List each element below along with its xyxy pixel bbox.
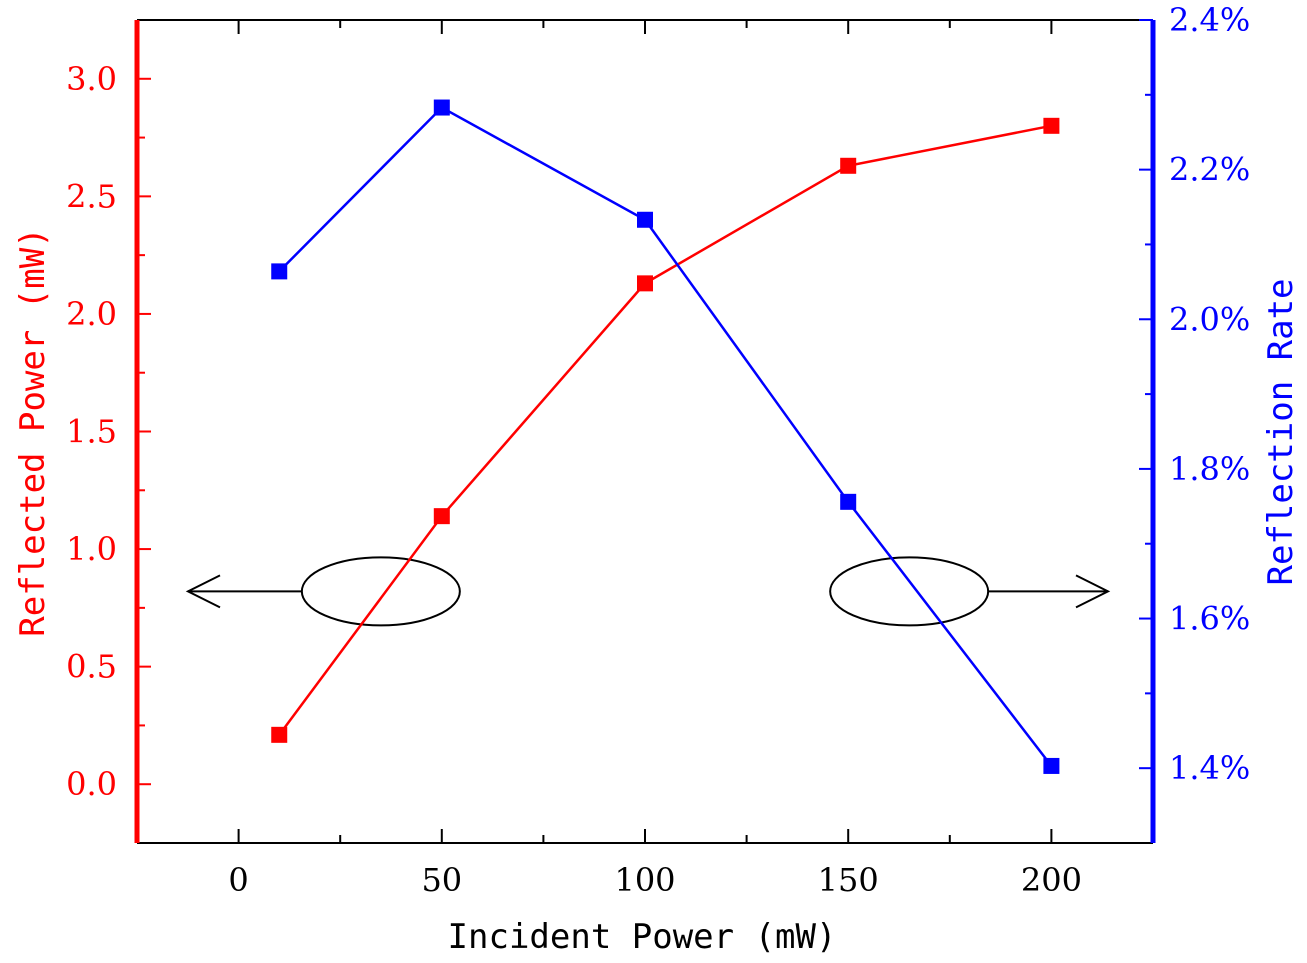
- right-y-tick-label: 1.6%: [1169, 600, 1250, 638]
- x-axis-title: Incident Power (mW): [448, 917, 837, 957]
- reflection-rate-point: [433, 99, 450, 116]
- left-y-tick-label: 0.0: [66, 765, 117, 803]
- reflected-power-line: [278, 124, 1052, 736]
- left-y-tick-label: 1.5: [66, 413, 117, 451]
- reflection-rate-point: [637, 211, 653, 228]
- left-y-tick-label: 2.0: [66, 295, 117, 333]
- reflected-power-point: [1043, 117, 1060, 134]
- x-tick-label: 100: [614, 861, 675, 899]
- right-y-tick-label: 2.4%: [1169, 1, 1250, 39]
- right-y-tick-label: 2.0%: [1169, 300, 1250, 338]
- reflected-power-point: [840, 157, 857, 174]
- right-axis-indicator-ellipse: [829, 556, 990, 627]
- left-axis-indicator-ellipse: [300, 556, 461, 627]
- left-y-tick-label: 1.0: [66, 530, 117, 568]
- left-y-tick-label: 2.5: [66, 177, 117, 215]
- reflected-power-point: [433, 508, 450, 525]
- right-y-axis-title: Reflection Rate: [1261, 278, 1301, 585]
- reflection-rate-line: [278, 105, 1053, 767]
- series-layer: [271, 99, 1060, 774]
- reflected-power-point: [637, 275, 653, 292]
- right-y-tick-label: 1.4%: [1169, 749, 1250, 787]
- reflection-rate-point: [271, 263, 288, 280]
- x-tick-label: 50: [421, 861, 462, 899]
- annotation-layer: [185, 556, 1111, 627]
- reflection-rate-point: [1043, 757, 1060, 774]
- x-tick-label: 0: [228, 861, 248, 899]
- reflected-power-point: [271, 726, 288, 743]
- reflection-rate-point: [840, 493, 857, 510]
- left-y-tick-label: 3.0: [66, 60, 117, 98]
- left-y-axis-title: Reflected Power (mW): [13, 227, 53, 636]
- right-axis-arrow-head: [1075, 574, 1111, 609]
- x-tick-label: 200: [1021, 861, 1082, 899]
- right-y-tick-label: 2.2%: [1169, 151, 1250, 189]
- x-tick-label: 150: [818, 861, 879, 899]
- left-y-tick-label: 0.5: [66, 648, 117, 686]
- labels-layer: Incident Power (mW) Reflected Power (mW)…: [13, 227, 1301, 957]
- left-axis-arrow-head: [185, 574, 221, 609]
- axes-layer: 0 50 100 150 200 0.0 0.5 1.0 1.5 2.0 2.5 3.0 1.4% 1.6…: [66, 1, 1250, 899]
- right-y-tick-label: 1.8%: [1169, 450, 1250, 488]
